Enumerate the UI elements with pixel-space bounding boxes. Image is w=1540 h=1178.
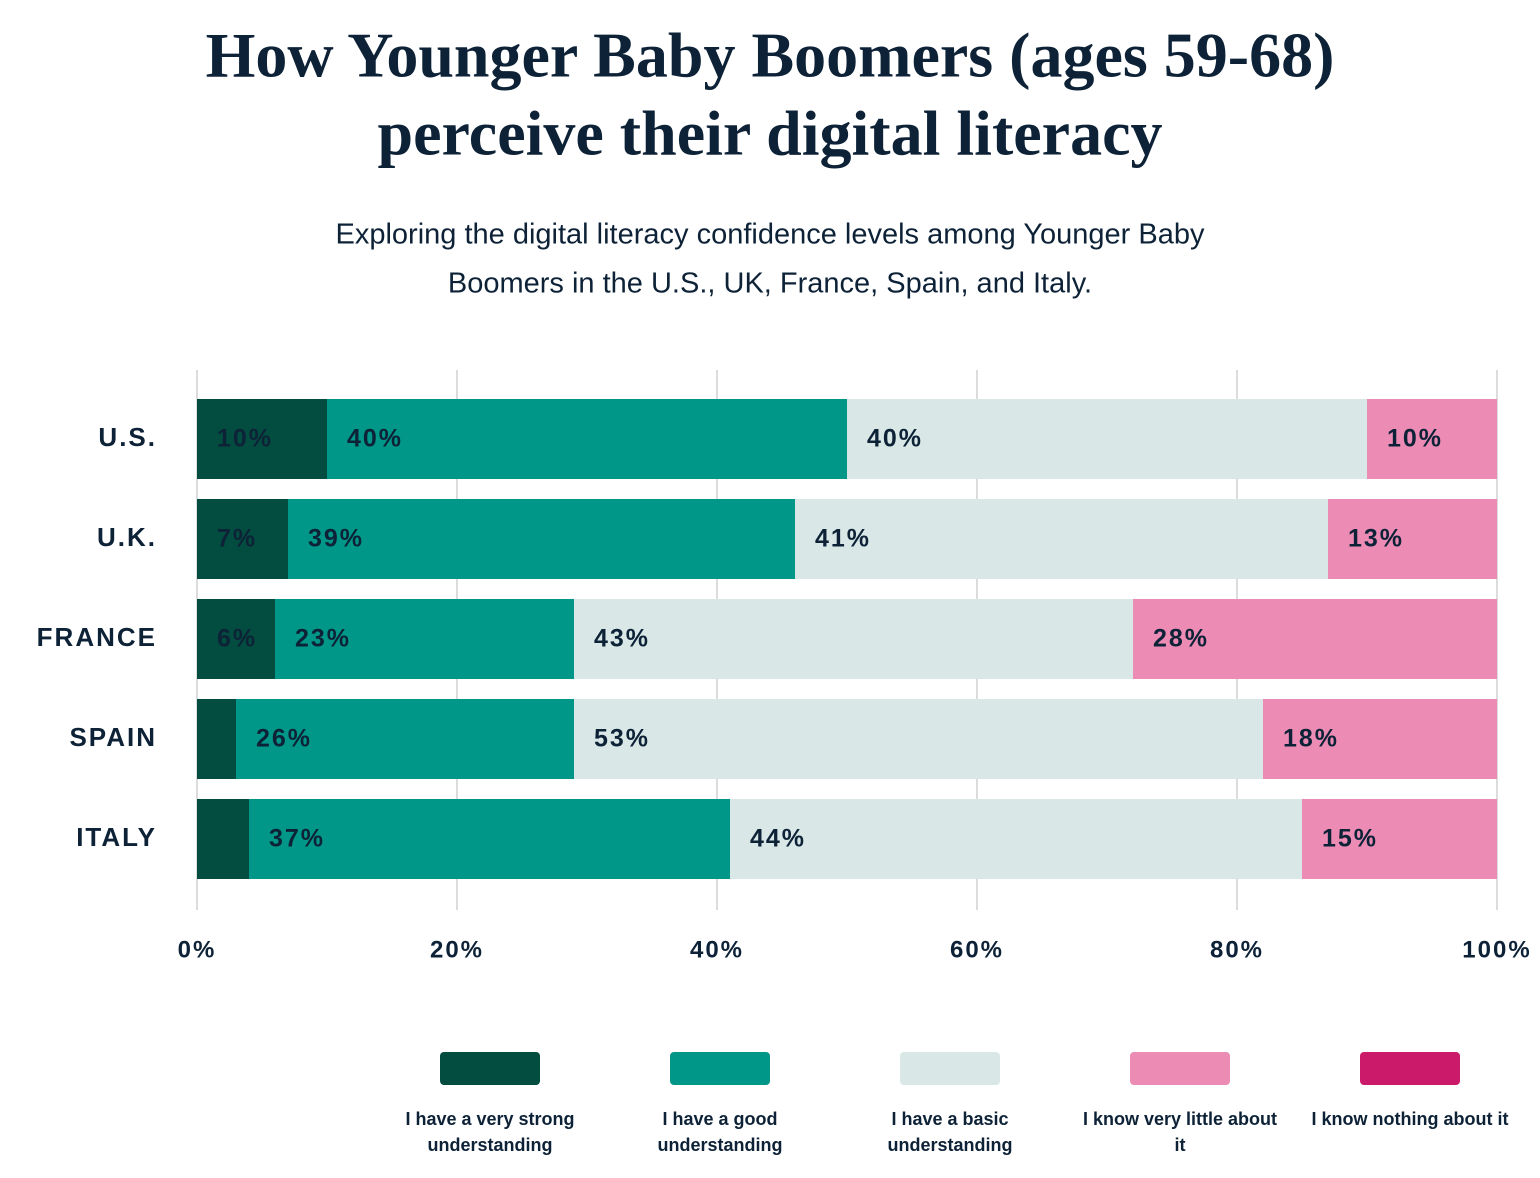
bar-segment — [1133, 599, 1497, 679]
bar-segment — [1302, 799, 1497, 879]
chart-title: perceive their digital literacy — [378, 98, 1163, 169]
legend-swatch — [440, 1052, 540, 1085]
x-tick-label: 80% — [1210, 936, 1264, 963]
legend-label: I know nothing about it — [1311, 1109, 1509, 1129]
data-label: 6% — [217, 625, 257, 653]
bar-segment — [327, 399, 847, 479]
data-label: 40% — [867, 425, 923, 453]
bar-segment — [795, 499, 1328, 579]
chart-subtitle: Boomers in the U.S., UK, France, Spain, … — [448, 268, 1092, 300]
x-tick-label: 100% — [1462, 936, 1531, 963]
legend-label: I know very little about it — [1082, 1109, 1278, 1155]
data-label: 7% — [217, 525, 257, 553]
legend-label: I have a good understanding — [657, 1109, 783, 1155]
data-label: 13% — [1348, 525, 1404, 553]
bar-segment — [1263, 699, 1497, 779]
y-tick-label: ITALY — [76, 822, 157, 852]
bar-segment — [574, 599, 1133, 679]
bar-segment — [574, 699, 1263, 779]
bar-segment — [288, 499, 795, 579]
data-label: 37% — [269, 825, 325, 853]
y-tick-label: FRANCE — [37, 622, 157, 652]
bar-segment — [197, 399, 327, 479]
chart-title: How Younger Baby Boomers (ages 59-68) — [206, 20, 1335, 91]
legend-swatch — [670, 1052, 770, 1085]
data-label: 41% — [815, 525, 871, 553]
x-tick-label: 0% — [178, 936, 217, 963]
x-tick-label: 60% — [950, 936, 1004, 963]
data-label: 43% — [594, 625, 650, 653]
data-label: 53% — [594, 725, 650, 753]
legend-swatch — [1130, 1052, 1230, 1085]
bar-segment — [197, 599, 275, 679]
data-label: 44% — [750, 825, 806, 853]
bar-segment — [1328, 499, 1497, 579]
data-label: 39% — [308, 525, 364, 553]
y-tick-label: SPAIN — [69, 722, 157, 752]
bar-segment — [197, 799, 249, 879]
x-tick-label: 40% — [690, 936, 744, 963]
y-tick-label: U.K. — [97, 522, 157, 552]
bar-segment — [847, 399, 1367, 479]
bar-segment — [249, 799, 730, 879]
data-label: 28% — [1153, 625, 1209, 653]
data-label: 10% — [1387, 425, 1443, 453]
legend-label: I have a basic understanding — [887, 1109, 1013, 1155]
bar-segment — [275, 599, 574, 679]
x-tick-label: 20% — [430, 936, 484, 963]
bar-segment — [730, 799, 1302, 879]
legend-label: I have a very strong understanding — [405, 1109, 575, 1155]
data-label: 10% — [217, 425, 273, 453]
data-label: 18% — [1283, 725, 1339, 753]
data-label: 15% — [1322, 825, 1378, 853]
data-label: 23% — [295, 625, 351, 653]
y-tick-label: U.S. — [98, 422, 157, 452]
legend-swatch — [900, 1052, 1000, 1085]
bar-segment — [1367, 399, 1497, 479]
bar-segment — [197, 699, 236, 779]
data-label: 40% — [347, 425, 403, 453]
bar-segment — [236, 699, 574, 779]
legend-swatch — [1360, 1052, 1460, 1085]
data-label: 26% — [256, 725, 312, 753]
bar-segment — [197, 499, 288, 579]
chart-subtitle: Exploring the digital literacy confidenc… — [336, 219, 1205, 251]
